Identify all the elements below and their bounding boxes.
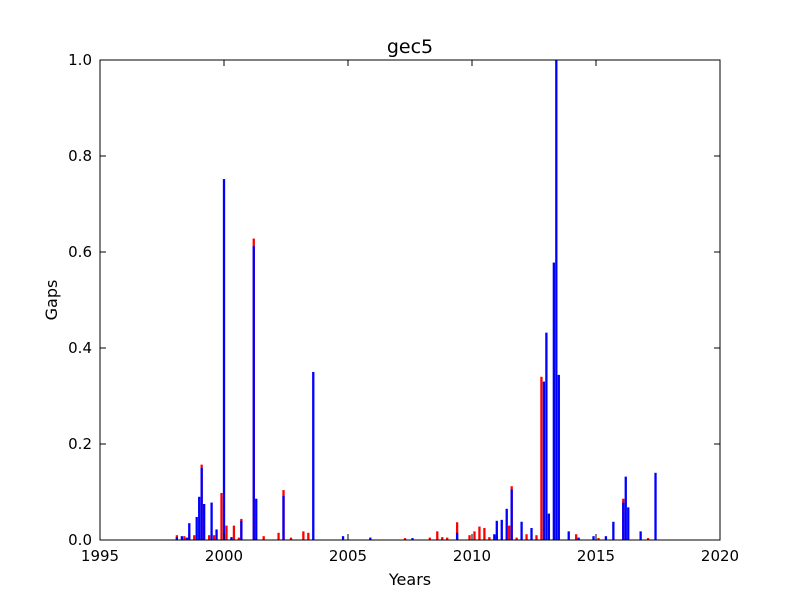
y-tick-label-0: 0.0 (68, 531, 92, 549)
blue-bar-41 (627, 507, 630, 540)
blue-bar-40 (624, 476, 627, 540)
plot-area (100, 60, 720, 540)
blue-bar-16 (312, 372, 315, 540)
blue-bar-13 (252, 246, 255, 541)
blue-bar-20 (455, 532, 459, 540)
blue-bar-3 (188, 523, 191, 540)
blue-bar-5 (198, 496, 201, 540)
red-bar-14 (277, 532, 280, 540)
blue-bar-4 (195, 516, 198, 540)
x-tick-label-4: 2015 (577, 547, 615, 565)
red-bar-37 (575, 534, 578, 540)
red-bar-18 (307, 532, 310, 540)
blue-bar-17 (341, 536, 345, 540)
bars-layer (175, 60, 657, 541)
y-tick-label-1: 0.2 (68, 435, 92, 453)
blue-bar-26 (520, 521, 523, 540)
blue-bar-39 (622, 502, 625, 540)
red-bar-20 (428, 537, 431, 540)
blue-bar-7 (203, 504, 206, 540)
red-bar-9 (232, 525, 236, 540)
blue-bar-8 (210, 502, 213, 540)
blue-bar-33 (557, 374, 560, 540)
blue-bar-14 (255, 498, 258, 540)
blue-bar-42 (639, 531, 642, 540)
red-bar-23 (446, 537, 449, 540)
red-bar-17 (302, 531, 305, 540)
axes-frame (99, 59, 721, 541)
red-bar-19 (403, 538, 407, 540)
red-bar-35 (535, 535, 538, 540)
blue-bar-31 (552, 262, 555, 540)
blue-bar-28 (542, 381, 546, 540)
x-axis-label: Years (388, 570, 431, 589)
red-bar-36 (540, 376, 543, 540)
red-bar-31 (508, 525, 511, 540)
blue-bar-34 (567, 531, 570, 540)
red-bar-34 (525, 534, 528, 540)
red-bar-27 (478, 526, 481, 540)
blue-bar-2 (185, 537, 188, 540)
red-bar-26 (473, 531, 476, 540)
red-bar-5 (207, 535, 211, 540)
blue-bar-23 (500, 519, 503, 540)
red-bar-22 (441, 537, 444, 540)
blue-bar-21 (493, 534, 496, 540)
y-tick-label-4: 0.8 (68, 147, 92, 165)
blue-bar-1 (180, 536, 183, 540)
blue-bar-43 (654, 472, 657, 540)
red-bar-13 (262, 536, 265, 540)
red-bar-29 (488, 537, 491, 540)
x-tick-label-5: 2020 (701, 547, 739, 565)
red-bar-25 (468, 535, 471, 540)
red-bar-38 (597, 538, 600, 540)
chart-title: gec5 (387, 36, 433, 58)
blue-bar-15 (282, 495, 285, 540)
blue-bar-12 (240, 520, 243, 540)
blue-bar-27 (530, 528, 533, 540)
blue-bar-9 (215, 529, 218, 540)
blue-bar-18 (369, 537, 372, 540)
blue-bar-0 (175, 537, 179, 540)
blue-bar-22 (495, 520, 498, 540)
blue-bar-10 (222, 179, 226, 541)
blue-bar-29 (545, 332, 548, 540)
ticks-layer: 1995 2000 2005 2010 2015 2020 0.0 0.2 0.4 0.6 0.8 1… (68, 51, 739, 565)
blue-bar-24 (505, 508, 508, 540)
y-tick-label-5: 1.0 (68, 51, 92, 69)
red-bar-28 (483, 528, 486, 540)
x-tick-label-3: 2010 (453, 547, 491, 565)
blue-bar-25 (510, 489, 513, 540)
blue-bar-11 (230, 537, 233, 540)
blue-bar-30 (547, 513, 551, 540)
blue-bar-32 (555, 60, 558, 540)
blue-bar-38 (612, 521, 615, 540)
red-bar-40 (646, 538, 650, 540)
red-bar-10 (237, 537, 241, 540)
y-tick-label-3: 0.6 (68, 243, 92, 261)
red-bar-6 (212, 535, 216, 540)
red-bar-1 (183, 536, 186, 540)
red-bar-21 (436, 531, 439, 540)
red-bar-16 (289, 537, 293, 540)
red-bar-3 (193, 535, 196, 540)
blue-bar-35 (577, 537, 580, 540)
red-bar-7 (220, 492, 223, 540)
x-tick-label-1: 2000 (205, 547, 243, 565)
red-bar-8 (225, 525, 228, 540)
blue-bar-19 (411, 538, 414, 540)
red-bar-33 (515, 537, 518, 540)
blue-bar-37 (604, 536, 608, 540)
x-tick-label-0: 1995 (81, 547, 119, 565)
y-axis-label: Gaps (42, 280, 61, 321)
y-tick-label-2: 0.4 (68, 339, 92, 357)
blue-bar-6 (200, 468, 203, 540)
blue-bar-36 (592, 536, 595, 540)
x-tick-label-2: 2005 (329, 547, 367, 565)
red-bar-24 (455, 522, 459, 540)
